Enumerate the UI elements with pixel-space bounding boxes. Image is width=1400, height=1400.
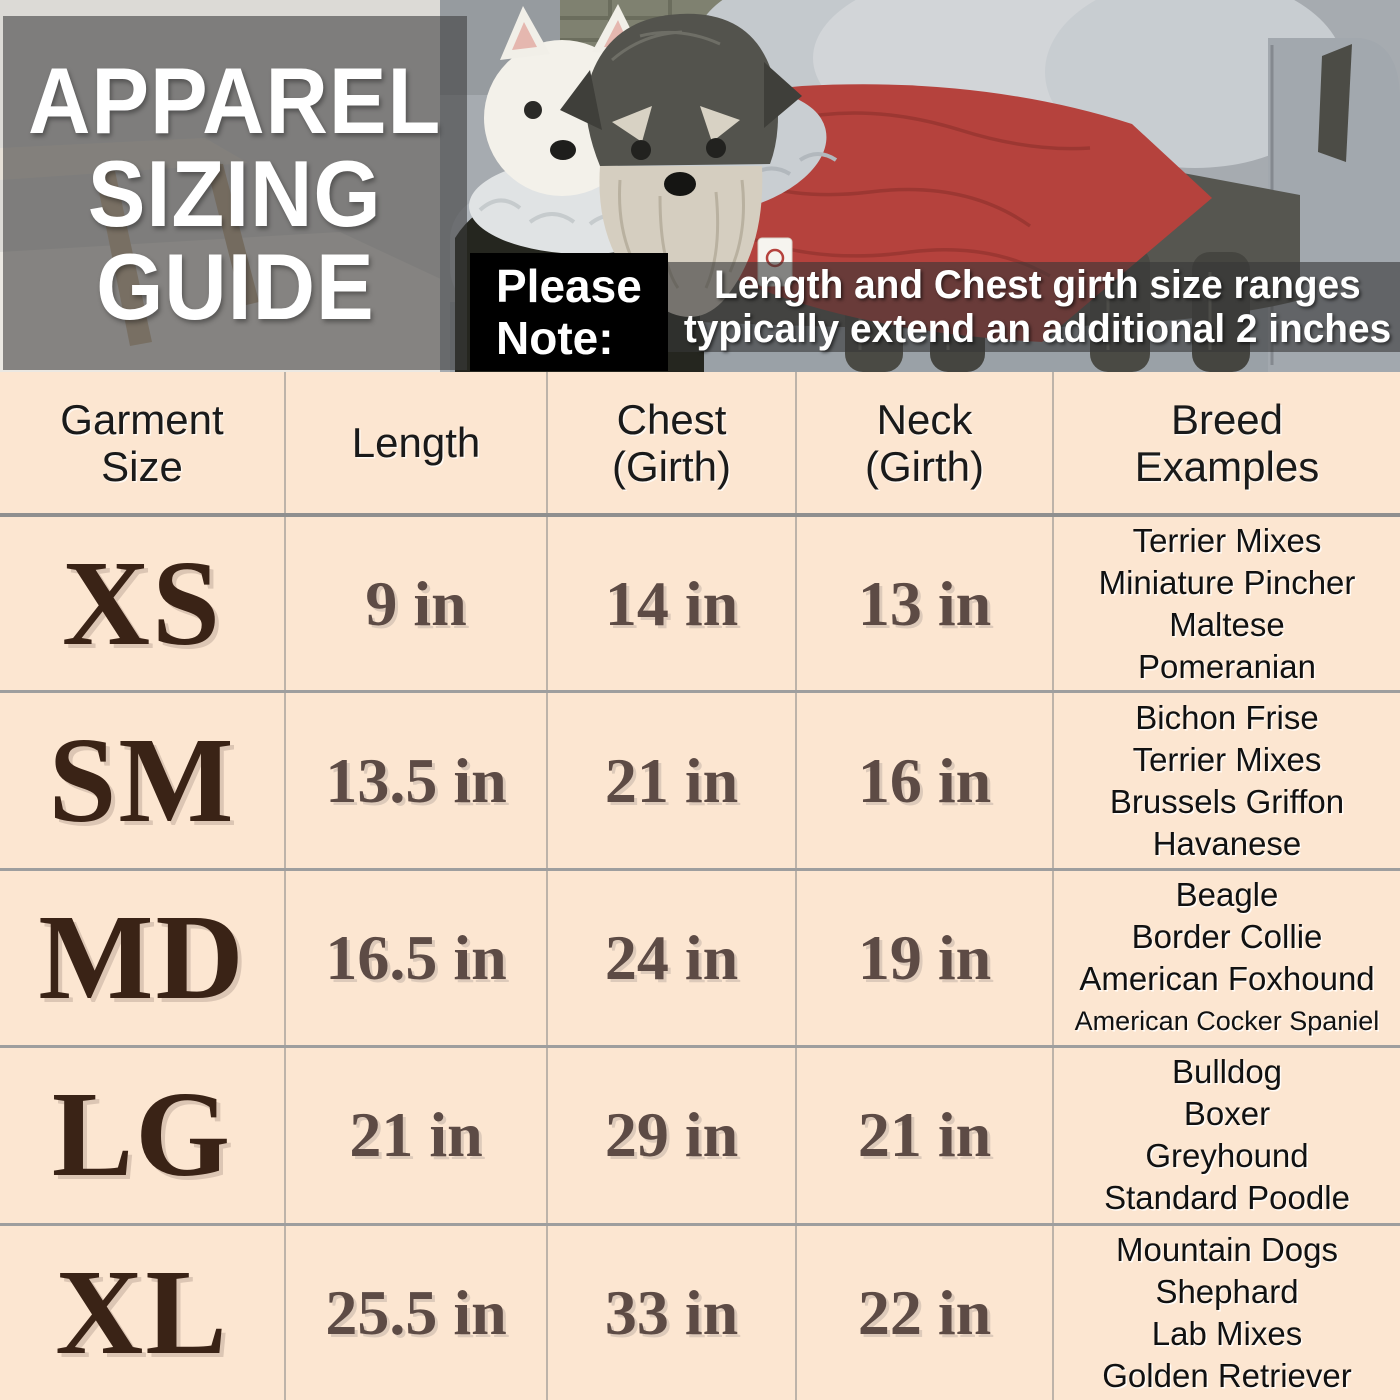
length-cell: 16.5 in <box>284 870 546 1046</box>
garment-size-cell: XS <box>0 517 284 690</box>
breed-example: Boxer <box>1183 1095 1271 1133</box>
garment-size-cell: SM <box>0 693 284 867</box>
breed-example: Greyhound <box>1145 1137 1309 1175</box>
length-value: 21 in <box>349 1099 483 1171</box>
breed-example: Bichon Frise <box>1135 698 1319 736</box>
neck-value: 22 in <box>857 1276 992 1348</box>
size-label: XL <box>55 1244 229 1380</box>
garment-size-cell: MD <box>0 871 284 1045</box>
chest-value: 21 in <box>604 744 739 816</box>
length-cell: 9 in <box>284 517 546 691</box>
length-cell: 13.5 in <box>284 693 546 868</box>
table-row-xs: XS 9 in 14 in 13 in Terrier Mixes Miniat… <box>0 513 1400 691</box>
breed-example: Terrier Mixes <box>1132 740 1322 778</box>
breed-example: Pomeranian <box>1138 647 1316 685</box>
neck-value: 16 in <box>857 744 992 816</box>
neck-value: 21 in <box>857 1099 992 1171</box>
chest-value: 24 in <box>604 921 739 993</box>
ear <box>764 62 802 128</box>
length-value: 16.5 in <box>325 921 507 993</box>
please-note-box: Please Note: <box>470 253 668 371</box>
page-title-line: GUIDE <box>95 233 375 339</box>
chest-value: 14 in <box>604 567 739 639</box>
column-header-length: Length <box>284 372 546 513</box>
table-header-row: Garment Size Length Chest (Girth) Neck (… <box>0 372 1400 513</box>
eye <box>631 140 651 160</box>
chest-cell: 14 in <box>546 517 795 691</box>
breed-example: Bulldog <box>1171 1053 1283 1091</box>
length-value: 13.5 in <box>325 744 507 816</box>
title-panel: APPAREL SIZING GUIDE <box>3 16 467 370</box>
breed-examples-cell: Terrier Mixes Miniature Pincher Maltese … <box>1052 517 1400 691</box>
neck-cell: 22 in <box>795 1225 1052 1400</box>
chest-value: 29 in <box>604 1099 739 1171</box>
breed-examples-cell: Bulldog Boxer Greyhound Standard Poodle <box>1052 1048 1400 1223</box>
length-cell: 21 in <box>284 1048 546 1223</box>
neck-cell: 16 in <box>795 693 1052 868</box>
note-label-line: Please <box>496 260 642 312</box>
length-value: 9 in <box>365 567 467 639</box>
eyebrow <box>612 106 652 142</box>
breed-examples-cell: Mountain Dogs Shephard Lab Mixes Golden … <box>1052 1225 1400 1400</box>
size-label: LG <box>51 1067 233 1203</box>
size-label: MD <box>38 889 246 1025</box>
chest-cell: 33 in <box>546 1225 795 1400</box>
breed-example: Havanese <box>1152 824 1302 862</box>
neck-value: 13 in <box>857 567 992 639</box>
breed-examples-cell: Bichon Frise Terrier Mixes Brussels Grif… <box>1052 693 1400 868</box>
neck-value: 19 in <box>857 921 992 993</box>
length-cell: 25.5 in <box>284 1225 546 1400</box>
size-label: XS <box>62 535 222 671</box>
breed-example: Mountain Dogs <box>1116 1230 1338 1268</box>
chest-cell: 24 in <box>546 870 795 1046</box>
table-row-lg: LG 21 in 29 in 21 in Bulldog Boxer Greyh… <box>0 1045 1400 1223</box>
breed-example: Border Collie <box>1131 917 1323 955</box>
column-header-garment-size: Garment Size <box>60 395 224 490</box>
column-header-breed-examples: Breed Examples <box>1052 372 1400 513</box>
table-row-md: MD 16.5 in 24 in 19 in Beagle Border Col… <box>0 867 1400 1046</box>
breed-example: American Cocker Spaniel <box>1074 1005 1380 1036</box>
breed-example: Shephard <box>1155 1272 1299 1310</box>
breed-example: Golden Retriever <box>1102 1356 1352 1394</box>
chest-cell: 21 in <box>546 693 795 868</box>
column-header-chest-girth: Chest (Girth) <box>546 372 795 513</box>
nose <box>664 172 696 196</box>
breed-example: Beagle <box>1175 875 1279 913</box>
hero-photo: APPAREL SIZING GUIDE Length and Chest gi… <box>0 0 1400 372</box>
chest-cell: 29 in <box>546 1048 795 1223</box>
size-label: SM <box>48 712 236 848</box>
breed-examples-cell: Beagle Border Collie American Foxhound A… <box>1052 870 1400 1046</box>
column-header-neck-girth: Neck (Girth) <box>795 372 1052 513</box>
garment-size-cell: XL <box>0 1226 284 1400</box>
note-text-line: typically extend an additional 2 inches <box>683 307 1392 351</box>
note-label-line: Note: <box>496 312 614 364</box>
breed-example: Miniature Pincher <box>1098 563 1356 601</box>
page-title-line: SIZING <box>88 140 382 246</box>
tail <box>1318 44 1352 162</box>
chest-value: 33 in <box>604 1276 739 1348</box>
eyebrow <box>700 106 740 142</box>
breed-example: Brussels Griffon <box>1109 782 1345 820</box>
page-title-line: APPAREL <box>28 47 442 153</box>
note-text-line: Length and Chest girth size ranges <box>714 263 1361 307</box>
length-value: 25.5 in <box>325 1276 507 1348</box>
sizing-table: Garment Size Length Chest (Girth) Neck (… <box>0 372 1400 1400</box>
neck-cell: 21 in <box>795 1048 1052 1223</box>
table-row-sm: SM 13.5 in 21 in 16 in Bichon Frise Terr… <box>0 690 1400 868</box>
neck-cell: 19 in <box>795 870 1052 1046</box>
garment-size-cell: LG <box>0 1048 284 1222</box>
breed-example: Standard Poodle <box>1104 1179 1350 1217</box>
eye <box>706 138 726 158</box>
breed-example: American Foxhound <box>1079 959 1375 997</box>
breed-example: Terrier Mixes <box>1132 521 1322 559</box>
ear <box>560 70 602 130</box>
breed-example: Lab Mixes <box>1151 1314 1303 1352</box>
neck-cell: 13 in <box>795 517 1052 691</box>
breed-example: Maltese <box>1169 605 1285 643</box>
table-row-xl: XL 25.5 in 33 in 22 in Mountain Dogs She… <box>0 1222 1400 1400</box>
